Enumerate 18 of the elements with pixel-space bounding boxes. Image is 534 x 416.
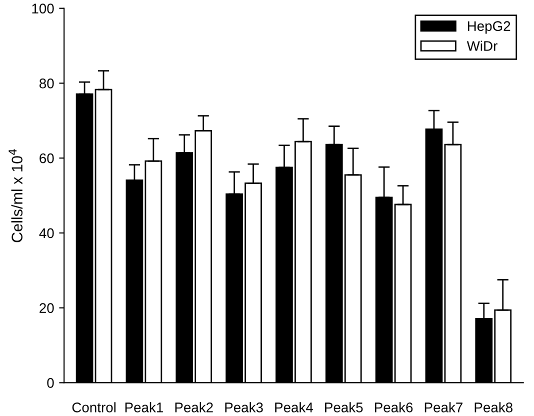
y-tick-label: 80 <box>40 78 54 88</box>
x-tick-label: Peak5 <box>325 402 363 412</box>
y-tick-label: 20 <box>40 303 54 314</box>
x-tick-label: Control <box>72 402 116 412</box>
x-tick-label: Peak6 <box>374 402 413 412</box>
x-tick-label: Peak3 <box>225 402 263 412</box>
y-tick-label: 0 <box>47 378 54 388</box>
x-tick-label: Peak1 <box>125 402 163 412</box>
x-tick-label: Peak2 <box>175 402 213 412</box>
x-tick-label: Peak8 <box>474 402 512 412</box>
x-tick-label: Peak7 <box>424 402 462 412</box>
legend-label: WiDr <box>466 40 498 51</box>
y-tick-label: 40 <box>39 228 54 238</box>
x-tick-label: Peak4 <box>275 402 313 412</box>
y-tick-label: 100 <box>32 4 54 14</box>
y-axis-title: Cells/ml x 10$^{4}$ <box>8 149 23 242</box>
legend-label: HepG2 <box>468 21 510 34</box>
y-tick-label: 60 <box>40 153 54 164</box>
